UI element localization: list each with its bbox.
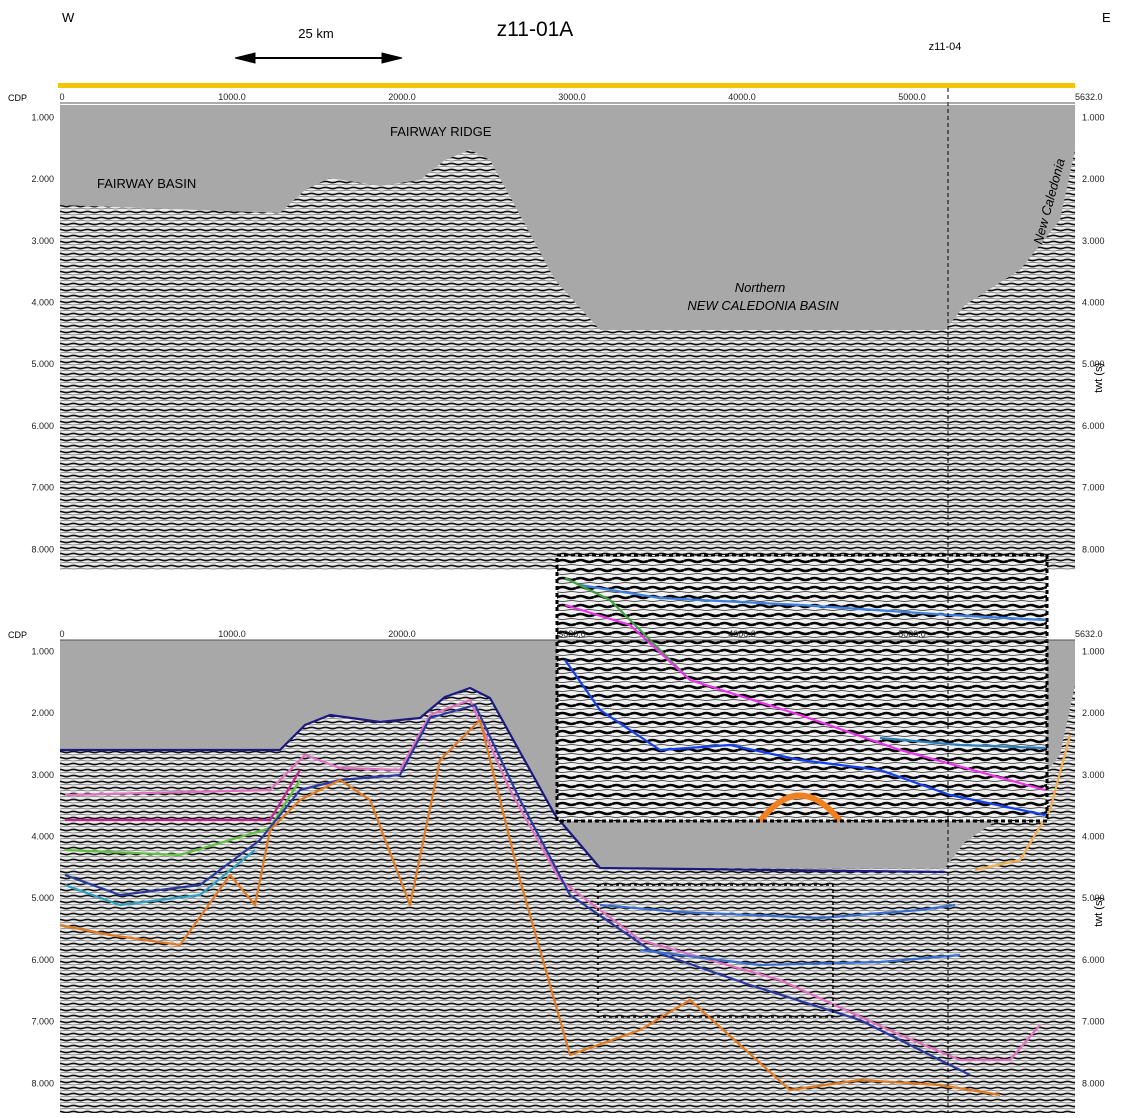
basin-label: NEW CALEDONIA BASIN [687, 298, 839, 313]
twt-tick-label-right: 5.000 [1082, 359, 1105, 369]
twt-tick-label-right: 4.000 [1082, 297, 1105, 307]
scale-bar-label: 25 km [298, 26, 333, 41]
twt-tick-label-left: 8.000 [31, 1078, 54, 1088]
cdp-tick-label: 5632.0 [1075, 92, 1103, 102]
cdp-tick-label: 2000.0 [388, 629, 416, 639]
twt-tick-label-left: 6.000 [31, 421, 54, 431]
twt-tick-label-right: 4.000 [1082, 831, 1105, 841]
twt-tick-label-left: 2.000 [31, 708, 54, 718]
cdp-tick-label: 3000.0 [558, 92, 586, 102]
twt-tick-label-right: 3.000 [1082, 236, 1105, 246]
crossing-line-label: z11-04 [929, 41, 962, 53]
twt-tick-label-left: 1.000 [31, 112, 54, 122]
northern-label: Northern [735, 280, 786, 295]
twt-tick-label-right: 7.000 [1082, 1017, 1105, 1027]
twt-tick-label-left: 4.000 [31, 831, 54, 841]
twt-tick-label-left: 3.000 [31, 236, 54, 246]
cdp-tick-label: 5632.0 [1075, 629, 1103, 639]
twt-axis-label: twt (s) [1093, 897, 1105, 927]
twt-tick-label-left: 6.000 [31, 955, 54, 965]
cdp-tick-label: 3000.0 [558, 629, 586, 639]
twt-tick-label-right: 8.000 [1082, 1078, 1105, 1088]
twt-tick-label-left: 7.000 [31, 483, 54, 493]
twt-tick-label-right: 1.000 [1082, 646, 1105, 656]
cdp-tick-label: 0 [59, 92, 64, 102]
twt-tick-label-right: 3.000 [1082, 770, 1105, 780]
twt-tick-label-left: 8.000 [31, 544, 54, 554]
east-label: E [1102, 10, 1111, 25]
fairway-basin-label: FAIRWAY BASIN [97, 176, 196, 191]
twt-tick-label-right: 5.000 [1082, 893, 1105, 903]
twt-tick-label-left: 7.000 [31, 1017, 54, 1027]
cdp-tick-label: 4000.0 [728, 92, 756, 102]
twt-tick-label-left: 3.000 [31, 770, 54, 780]
twt-tick-label-left: 2.000 [31, 174, 54, 184]
twt-axis-label: twt (s) [1093, 363, 1105, 393]
cdp-tick-label: 5000.0 [898, 92, 926, 102]
fairway-ridge-label: FAIRWAY RIDGE [390, 124, 492, 139]
cdp-tick-label: 4000.0 [728, 629, 756, 639]
cdp-axis-label: CDP [8, 630, 27, 640]
twt-tick-label-right: 1.000 [1082, 112, 1105, 122]
twt-tick-label-right: 8.000 [1082, 544, 1105, 554]
twt-tick-label-right: 2.000 [1082, 174, 1105, 184]
twt-tick-label-right: 7.000 [1082, 483, 1105, 493]
twt-tick-label-left: 4.000 [31, 297, 54, 307]
cdp-tick-label: 0 [59, 629, 64, 639]
horizons [59, 686, 1072, 1097]
inset-zoom [555, 553, 1049, 823]
cdp-tick-label: 1000.0 [218, 92, 246, 102]
cdp-tick-label: 5000.0 [898, 629, 926, 639]
twt-tick-label-right: 6.000 [1082, 421, 1105, 431]
cdp-axis-label: CDP [8, 93, 27, 103]
cdp-tick-label: 1000.0 [218, 629, 246, 639]
line-location-bar [58, 83, 1075, 88]
west-label: W [62, 10, 75, 25]
twt-tick-label-left: 1.000 [31, 646, 54, 656]
title: z11-01A [497, 18, 574, 41]
top-water-column [60, 105, 1075, 330]
twt-tick-label-left: 5.000 [31, 359, 54, 369]
twt-tick-label-left: 5.000 [31, 893, 54, 903]
cdp-tick-label: 2000.0 [388, 92, 416, 102]
twt-tick-label-right: 2.000 [1082, 708, 1105, 718]
scale-bar [234, 52, 403, 64]
twt-tick-label-right: 6.000 [1082, 955, 1105, 965]
axes: CDP 0 1000.0 2000.0 3000.0 4000.0 5000.0 5632.0… [8, 92, 1105, 1088]
